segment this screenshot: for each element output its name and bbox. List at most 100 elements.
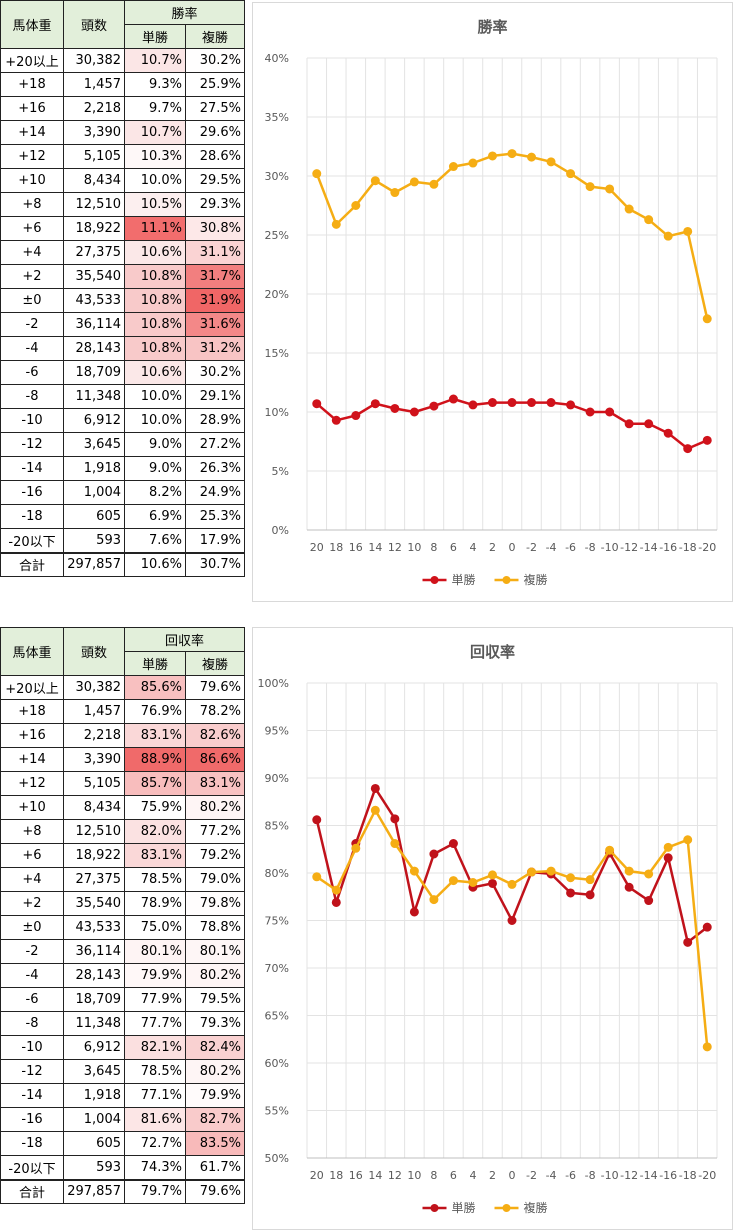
place-cell: 78.8%	[185, 915, 245, 940]
data-point	[566, 400, 576, 410]
chart-title: 回収率	[470, 643, 515, 661]
win-cell: 75.0%	[124, 915, 186, 940]
data-point	[331, 897, 341, 907]
count-cell: 1,457	[63, 699, 125, 724]
count-cell: 3,390	[63, 120, 125, 145]
place-cell: 79.9%	[185, 1083, 245, 1108]
data-point	[390, 839, 400, 849]
weight-cell: -10	[0, 1035, 64, 1060]
place-cell: 83.5%	[185, 1131, 245, 1156]
weight-cell: +20以上	[0, 675, 64, 700]
table-row: +6 18,922 83.1% 79.2%	[0, 843, 245, 868]
data-point	[312, 169, 322, 179]
table-row: -16 1,004 81.6% 82.7%	[0, 1107, 245, 1132]
win-cell: 10.7%	[124, 48, 186, 73]
place-cell: 79.3%	[185, 1011, 245, 1036]
table-row: -4 28,143 79.9% 80.2%	[0, 963, 245, 988]
x-tick-label: -4	[546, 541, 557, 554]
count-cell: 43,533	[63, 915, 125, 940]
total-win: 10.6%	[124, 551, 186, 577]
weight-cell: -20以下	[0, 1155, 64, 1180]
data-point	[663, 853, 673, 863]
count-cell: 28,143	[63, 963, 125, 988]
return-rate-table: 馬体重 頭数 回収率 単勝 複勝 +20以上 30,382 85.6% 79.6% +1…	[0, 627, 245, 1204]
data-point	[624, 866, 634, 876]
win-cell: 10.8%	[124, 336, 186, 361]
x-tick-label: 14	[368, 541, 382, 554]
data-point	[429, 895, 439, 905]
table-row: -8 11,348 10.0% 29.1%	[0, 384, 245, 409]
y-tick-label: 15%	[265, 347, 289, 360]
data-point	[527, 398, 537, 408]
x-tick-label: 6	[450, 541, 457, 554]
header-count: 頭数	[63, 0, 125, 49]
data-point	[663, 231, 673, 241]
total-label: 合計	[0, 1178, 64, 1204]
data-point	[702, 1042, 712, 1052]
win-cell: 76.9%	[124, 699, 186, 724]
table-row: +8 12,510 82.0% 77.2%	[0, 819, 245, 844]
count-cell: 3,390	[63, 747, 125, 772]
place-cell: 31.1%	[185, 240, 245, 265]
table-row: -20以下 593 7.6% 17.9%	[0, 528, 245, 553]
weight-cell: -12	[0, 432, 64, 457]
data-point	[566, 169, 576, 179]
data-point	[702, 314, 712, 324]
y-tick-label: 25%	[265, 229, 289, 242]
place-cell: 82.7%	[185, 1107, 245, 1132]
win-rate-chart: 勝率 0% 5% 10% 15% 20% 25% 30% 35% 40% 20 18 16 14 12 10 8…	[252, 2, 733, 602]
count-cell: 35,540	[63, 264, 125, 289]
data-point	[468, 878, 478, 887]
count-cell: 1,004	[63, 1107, 125, 1132]
weight-cell: +2	[0, 891, 64, 916]
y-tick-label: 55%	[265, 1105, 289, 1118]
x-tick-label: 20	[310, 1169, 324, 1182]
count-cell: 18,922	[63, 843, 125, 868]
count-cell: 6,912	[63, 408, 125, 433]
count-cell: 593	[63, 1155, 125, 1180]
data-point	[507, 149, 517, 159]
legend-label: 単勝	[452, 572, 476, 587]
x-tick-label: -4	[546, 1169, 557, 1182]
win-cell: 9.3%	[124, 72, 186, 97]
legend-label: 複勝	[524, 1200, 548, 1215]
weight-cell: -18	[0, 504, 64, 529]
data-point	[546, 398, 556, 408]
win-rate-chart-svg: 勝率 0% 5% 10% 15% 20% 25% 30% 35% 40% 20 18 16 14 12 10 8…	[252, 2, 733, 602]
legend-swatch-marker	[430, 576, 439, 584]
table-row: -18 605 6.9% 25.3%	[0, 504, 245, 529]
place-cell: 25.9%	[185, 72, 245, 97]
win-cell: 10.0%	[124, 168, 186, 193]
win-cell: 10.8%	[124, 288, 186, 313]
data-point	[370, 783, 380, 793]
total-place: 79.6%	[185, 1178, 245, 1204]
weight-cell: -14	[0, 1083, 64, 1108]
data-point	[370, 805, 380, 815]
weight-cell: -16	[0, 480, 64, 505]
total-count: 297,857	[63, 551, 125, 577]
count-cell: 18,709	[63, 987, 125, 1012]
x-tick-label: -12	[620, 541, 638, 554]
table-row: +2 35,540 78.9% 79.8%	[0, 891, 245, 916]
x-tick-label: 8	[430, 541, 437, 554]
place-cell: 31.7%	[185, 264, 245, 289]
data-point	[527, 867, 537, 877]
data-point	[390, 188, 400, 198]
win-cell: 77.7%	[124, 1011, 186, 1036]
x-tick-label: 2	[489, 1169, 496, 1182]
data-point	[351, 411, 361, 421]
weight-cell: +18	[0, 699, 64, 724]
y-tick-label: 75%	[265, 915, 289, 928]
weight-cell: +4	[0, 240, 64, 265]
data-point	[448, 839, 458, 849]
place-cell: 79.5%	[185, 987, 245, 1012]
win-cell: 10.6%	[124, 240, 186, 265]
win-cell: 10.0%	[124, 384, 186, 409]
place-cell: 28.6%	[185, 144, 245, 169]
data-point	[683, 444, 693, 454]
win-cell: 10.8%	[124, 264, 186, 289]
table-row: -14 1,918 9.0% 26.3%	[0, 456, 245, 481]
table-row: +10 8,434 75.9% 80.2%	[0, 795, 245, 820]
win-cell: 10.0%	[124, 408, 186, 433]
data-point	[409, 907, 419, 917]
